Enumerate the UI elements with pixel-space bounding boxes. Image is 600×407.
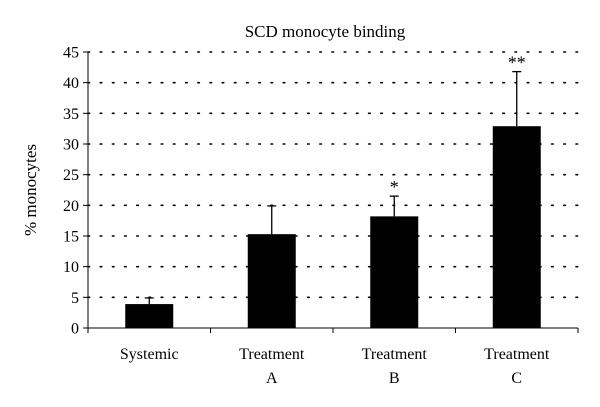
y-tick-label: 15 [63,229,79,246]
bar [247,234,296,328]
y-tick-label: 0 [71,321,79,338]
y-tick-label: 25 [63,167,79,184]
chart-title: SCD monocyte binding [245,22,406,41]
bars: *** [125,53,541,328]
bar [492,126,541,328]
y-tick-label: 40 [63,75,79,92]
x-tick-label: A [266,370,278,387]
y-tick-label: 20 [63,198,79,215]
gridlines [87,51,579,299]
y-tick-label: 35 [63,106,79,123]
x-tick-label: B [389,370,400,387]
bar [370,216,419,328]
y-tick-label: 10 [63,259,79,276]
y-tick-label: 5 [71,290,79,307]
y-axis-label: % monocytes [21,144,40,236]
y-tick-label: 45 [63,45,79,62]
y-tick-label: 30 [63,137,79,154]
x-tick-label: C [511,370,522,387]
y-ticks: 0 5 10 15 20 25 30 35 40 45 [63,45,88,338]
x-tick-label: Systemic [120,346,179,363]
x-tick-label: Treatment [239,346,305,363]
x-ticks: Systemic Treatment A Treatment B Treatment C [87,328,579,387]
significance-marker: ** [508,53,526,73]
x-tick-label: Treatment [362,346,428,363]
x-tick-label: Treatment [484,346,550,363]
bar [125,304,174,328]
significance-marker: * [390,177,399,197]
